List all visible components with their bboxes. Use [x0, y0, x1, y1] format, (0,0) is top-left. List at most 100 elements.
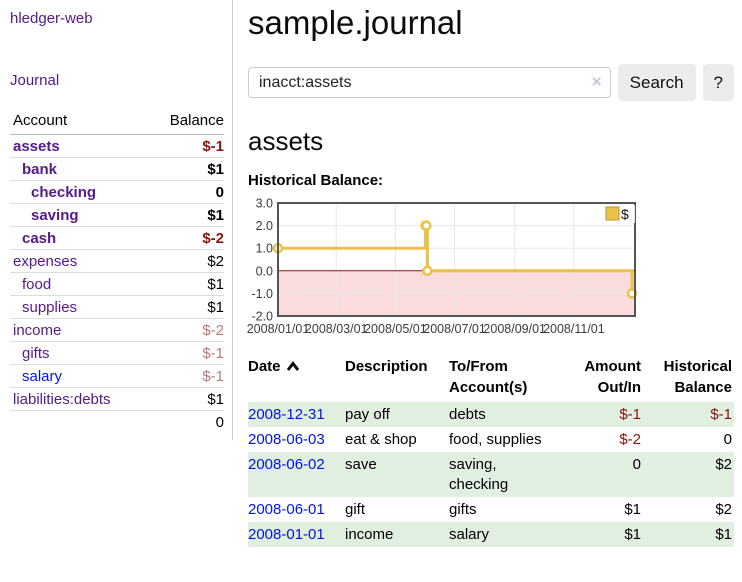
- search-box: ×: [248, 67, 611, 98]
- search-button[interactable]: Search: [617, 64, 696, 101]
- register-cell-balance: $-1: [649, 402, 734, 427]
- transaction-date-link[interactable]: 2008-06-03: [248, 431, 325, 448]
- sidebar-account-link[interactable]: cash: [22, 229, 57, 247]
- account-row: liabilities:debts $1: [10, 387, 224, 411]
- register-table-body: 2008-12-31 pay off debts $-1 $-1 2008-06-03 ea…: [248, 402, 734, 547]
- register-cell-description: eat & shop: [345, 431, 417, 448]
- register-cell-amount: $1: [624, 501, 641, 518]
- sidebar-account-link[interactable]: income: [13, 321, 62, 339]
- register-cell-accounts: debts: [449, 402, 580, 427]
- register-row: 2008-01-01 income salary $1 $1: [248, 522, 734, 547]
- register-cell-accounts: saving, checking: [449, 452, 580, 497]
- sidebar-account-link[interactable]: supplies: [22, 298, 78, 316]
- register-cell-description: pay off: [345, 402, 449, 427]
- svg-text:2008/01/01: 2008/01/01: [247, 322, 310, 336]
- account-row: salary $-1: [10, 364, 224, 388]
- register-header-description: Description: [345, 358, 428, 375]
- accounts-total-row: 0: [10, 410, 224, 434]
- app-title-link[interactable]: hledger-web: [10, 10, 93, 27]
- accounts-header-account: Account: [10, 110, 147, 135]
- accounts-table: Account Balance assets $-1 bank $1 checking 0…: [10, 110, 224, 434]
- account-balance: $1: [146, 272, 224, 296]
- sidebar-account-link[interactable]: expenses: [13, 252, 78, 270]
- register-cell-amount: 0: [580, 452, 649, 497]
- account-row: supplies $1: [10, 295, 224, 319]
- chart-title: Historical Balance:: [248, 172, 384, 189]
- sidebar-account-link[interactable]: assets: [13, 137, 60, 155]
- svg-text:2008/11/01: 2008/11/01: [543, 322, 605, 336]
- account-balance: $1: [146, 203, 224, 227]
- svg-text:2008/09/01: 2008/09/01: [483, 322, 546, 336]
- help-button[interactable]: ?: [702, 64, 734, 101]
- account-row: bank $1: [10, 157, 224, 181]
- register-cell-description: save: [345, 452, 449, 497]
- search-input[interactable]: [248, 67, 611, 98]
- svg-text:$: $: [621, 206, 629, 222]
- register-cell-date: 2008-06-01: [248, 497, 345, 522]
- register-header-accounts: To/From Account(s): [449, 358, 528, 396]
- sidebar-account-link[interactable]: food: [22, 275, 52, 293]
- sidebar-account-link[interactable]: bank: [22, 160, 58, 178]
- account-balance: $1: [146, 295, 224, 319]
- register-cell-balance: 0: [723, 431, 732, 448]
- svg-text:1.0: 1.0: [256, 242, 273, 256]
- account-row: saving $1: [10, 203, 224, 227]
- sidebar-account-link[interactable]: checking: [31, 183, 97, 201]
- svg-text:2008/07/01: 2008/07/01: [423, 322, 486, 336]
- svg-text:2.0: 2.0: [256, 219, 273, 233]
- svg-text:0.0: 0.0: [256, 264, 273, 278]
- register-cell-amount: $-1: [580, 402, 649, 427]
- account-row: expenses $2: [10, 249, 224, 273]
- account-balance: $-2: [146, 226, 224, 250]
- sidebar-account-link[interactable]: gifts: [22, 344, 50, 362]
- account-balance: $-2: [146, 318, 224, 342]
- balance-chart: $3.0 2.0 1.0 0.0 -1.0 -2.02008/01/012008/03/0…: [247, 197, 638, 336]
- register-cell-description: income: [345, 522, 449, 547]
- register-cell-balance: $1: [649, 522, 734, 547]
- register-cell-date: 2008-06-02: [248, 452, 345, 497]
- register-cell-accounts: gifts: [449, 501, 477, 518]
- account-row: checking 0: [10, 180, 224, 204]
- register-row: 2008-12-31 pay off debts $-1 $-1: [248, 402, 734, 427]
- register-table: Date Description To/From Account(s) Amoun…: [248, 354, 734, 547]
- register-cell-accounts: salary: [449, 522, 580, 547]
- register-header-date[interactable]: Date: [248, 354, 345, 402]
- sidebar-account-link[interactable]: salary: [22, 367, 63, 385]
- register-header-balance: Historical Balance: [663, 358, 732, 396]
- account-balance: $2: [146, 249, 224, 273]
- accounts-total-balance: 0: [146, 410, 224, 434]
- app-window: hledger-web Journal Account Balance asse…: [0, 0, 734, 547]
- register-row: 2008-06-03 eat & shop food, supplies $-2 0: [248, 427, 734, 452]
- transaction-date-link[interactable]: 2008-06-01: [248, 501, 325, 518]
- page-title: sample.journal: [248, 4, 463, 41]
- register-header-amount: Amount Out/In: [584, 358, 641, 396]
- account-row: food $1: [10, 272, 224, 296]
- account-balance: $-1: [146, 364, 224, 388]
- svg-text:2008/05/01: 2008/05/01: [364, 322, 427, 336]
- svg-text:-1.0: -1.0: [251, 287, 273, 301]
- register-header-row: Date Description To/From Account(s) Amoun…: [248, 354, 734, 402]
- register-cell-balance: $2: [715, 501, 732, 518]
- register-row: 2008-06-01 gift gifts $1 $2: [248, 497, 734, 522]
- svg-text:3.0: 3.0: [256, 197, 273, 211]
- account-balance: 0: [146, 180, 224, 204]
- sidebar-item-journal[interactable]: Journal: [10, 72, 60, 89]
- transaction-date-link[interactable]: 2008-06-02: [248, 456, 325, 473]
- register-cell-date: 2008-01-01: [248, 522, 345, 547]
- register-cell-accounts: food, supplies: [449, 431, 542, 448]
- svg-text:2008/03/01: 2008/03/01: [305, 322, 368, 336]
- svg-text:-2.0: -2.0: [251, 310, 273, 324]
- account-balance: $1: [146, 157, 224, 181]
- sidebar-account-link[interactable]: liabilities:debts: [13, 390, 111, 408]
- sidebar-account-link[interactable]: saving: [31, 206, 79, 224]
- account-row: assets $-1: [10, 134, 224, 158]
- register-cell-amount: $-2: [619, 431, 641, 448]
- register-cell-date: 2008-12-31: [248, 402, 345, 427]
- sidebar: hledger-web Journal Account Balance asse…: [0, 0, 233, 440]
- clear-search-icon[interactable]: ×: [591, 72, 602, 91]
- transaction-date-link[interactable]: 2008-12-31: [248, 406, 325, 423]
- account-row: cash $-2: [10, 226, 224, 250]
- account-balance: $-1: [146, 134, 224, 158]
- transaction-date-link[interactable]: 2008-01-01: [248, 526, 325, 543]
- account-row: income $-2: [10, 318, 224, 342]
